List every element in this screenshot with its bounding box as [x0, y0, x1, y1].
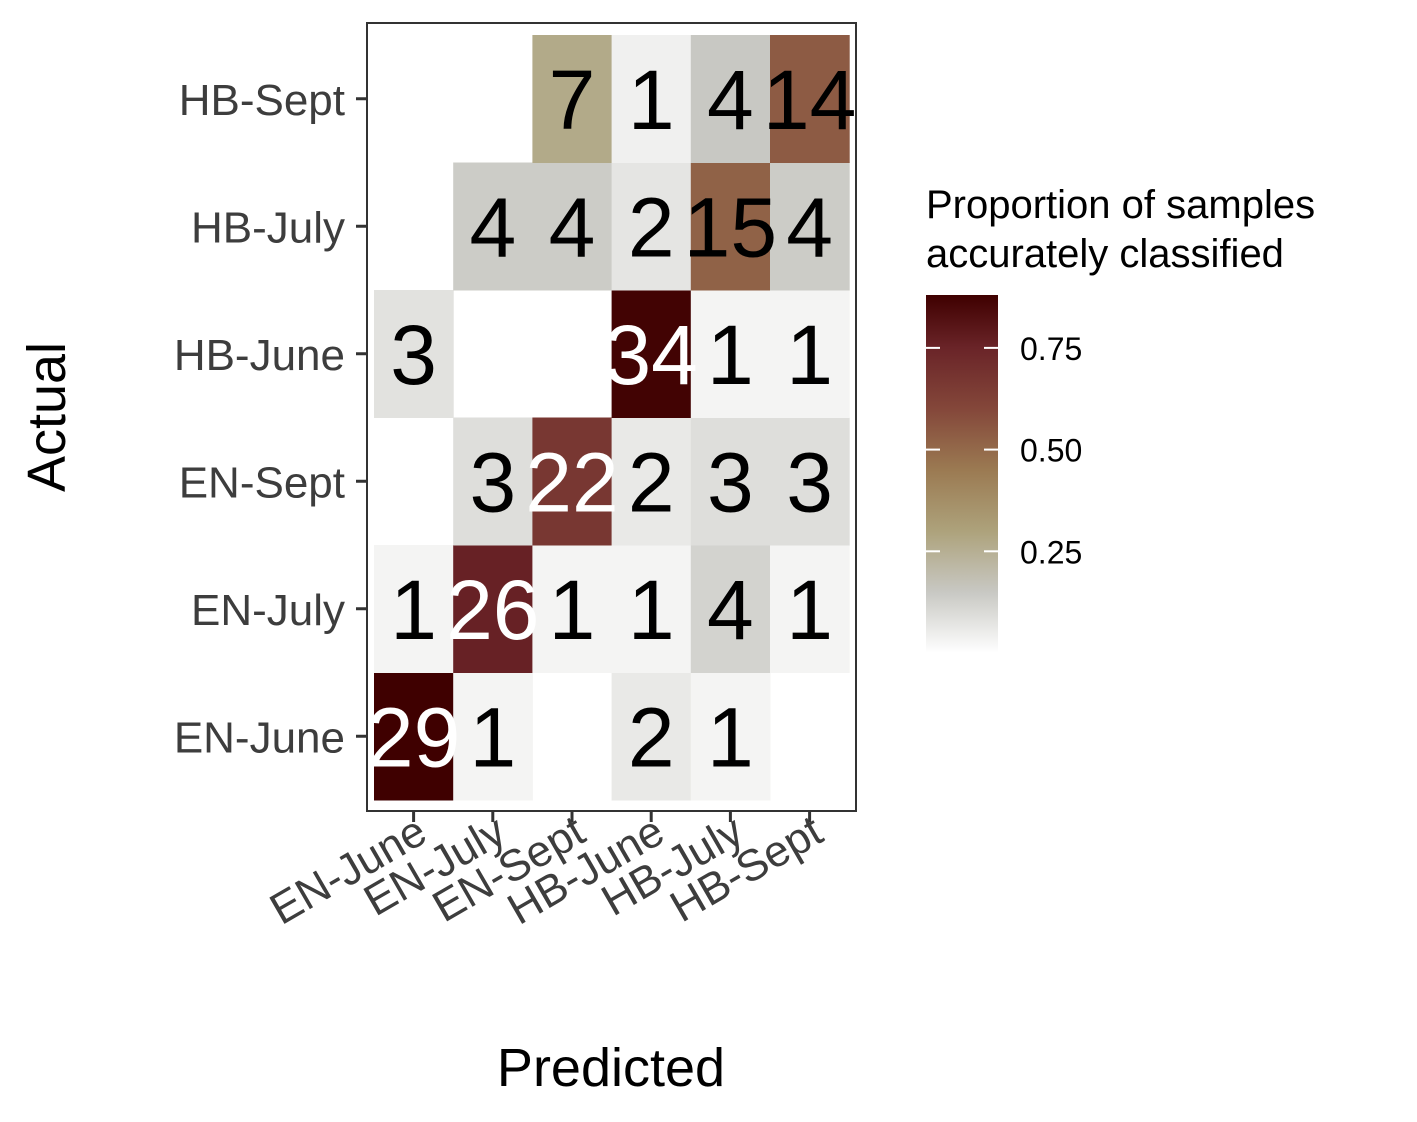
cell-count-label: 3: [707, 435, 754, 529]
y-axis-title: Actual: [17, 342, 77, 492]
cell-count-label: 3: [390, 308, 437, 402]
cell-count-label: 22: [525, 435, 618, 529]
cell-en-july-en-july: [453, 545, 533, 673]
cell-hb-june-hb-july: [690, 290, 771, 418]
cell-count-label: 2: [628, 690, 675, 784]
legend-tick-label: 0.50: [1020, 433, 1082, 469]
cell-count-label: 1: [707, 690, 754, 784]
heatmap-cells: 29 1 2 11 26 1 1 4 13 22 2 3 33 34 1 14 4 2 15 47 1 4 14: [367, 35, 856, 801]
cell-count-label: 1: [549, 563, 596, 657]
cell-count-label: 1: [628, 563, 675, 657]
y-tick-label: HB-June: [174, 331, 345, 380]
cell-hb-july-en-sept: [532, 162, 613, 291]
cell-count-label: 29: [367, 690, 460, 784]
cell-hb-june-hb-june: [611, 290, 692, 418]
cell-count-label: 4: [786, 180, 833, 274]
cell-en-june-en-july: [453, 672, 533, 801]
cell-hb-june-hb-sept: [770, 290, 850, 418]
legend-title-line-1: Proportion of samples: [926, 183, 1315, 227]
cell-en-sept-hb-june: [611, 417, 692, 546]
cell-en-sept-hb-july: [690, 417, 771, 546]
cell-en-june-en-june: [374, 672, 454, 801]
cell-hb-sept-hb-june: [611, 35, 692, 163]
cell-count-label: 1: [707, 308, 754, 402]
cell-count-label: 4: [707, 53, 754, 147]
cell-en-july-hb-june: [611, 545, 692, 673]
y-tick-label: HB-Sept: [179, 76, 345, 125]
legend-tick-label: 0.25: [1020, 534, 1082, 570]
cell-count-label: 1: [390, 563, 437, 657]
cell-hb-sept-hb-july: [690, 35, 771, 163]
legend-tick-label: 0.75: [1020, 331, 1082, 367]
cell-count-label: 1: [469, 690, 516, 784]
legend-colorbar: [926, 295, 998, 653]
legend-title-line-2: accurately classified: [926, 232, 1284, 276]
cell-en-june-hb-june: [611, 672, 692, 801]
cell-count-label: 1: [628, 53, 675, 147]
cell-count-label: 2: [628, 180, 675, 274]
cell-en-sept-hb-sept: [770, 417, 850, 546]
cell-en-july-en-june: [374, 545, 454, 673]
cell-en-sept-en-july: [453, 417, 533, 546]
cell-hb-june-en-june: [374, 290, 454, 418]
cell-en-july-hb-july: [690, 545, 771, 673]
cell-count-label: 1: [786, 563, 833, 657]
x-axis-title: Predicted: [497, 1038, 725, 1098]
cell-count-label: 4: [549, 180, 596, 274]
cell-hb-july-hb-july: [690, 162, 771, 291]
cell-hb-sept-en-sept: [532, 35, 613, 163]
cell-en-july-hb-sept: [770, 545, 850, 673]
cell-count-label: 2: [628, 435, 675, 529]
y-tick-label: EN-Sept: [179, 458, 345, 507]
cell-en-june-hb-july: [690, 672, 771, 801]
cell-count-label: 26: [446, 563, 539, 657]
cell-hb-sept-hb-sept: [770, 35, 850, 163]
y-tick-label: EN-June: [174, 713, 345, 762]
cell-count-label: 3: [469, 435, 516, 529]
y-tick-label: HB-July: [191, 203, 345, 252]
cell-en-sept-en-sept: [532, 417, 613, 546]
cell-count-label: 14: [763, 53, 856, 147]
cell-count-label: 34: [604, 308, 697, 402]
cell-count-label: 4: [707, 563, 754, 657]
cell-hb-july-hb-sept: [770, 162, 850, 291]
cell-hb-july-hb-june: [611, 162, 692, 291]
cell-en-july-en-sept: [532, 545, 613, 673]
cell-count-label: 15: [684, 180, 777, 274]
cell-count-label: 1: [786, 308, 833, 402]
cell-hb-july-en-july: [453, 162, 533, 291]
cell-count-label: 4: [469, 180, 516, 274]
cell-count-label: 3: [786, 435, 833, 529]
plot-panel-border: [366, 22, 857, 812]
y-tick-label: EN-July: [191, 586, 345, 635]
cell-count-label: 7: [549, 53, 596, 147]
color-legend: Proportion of samples accurately classif…: [926, 183, 1315, 653]
